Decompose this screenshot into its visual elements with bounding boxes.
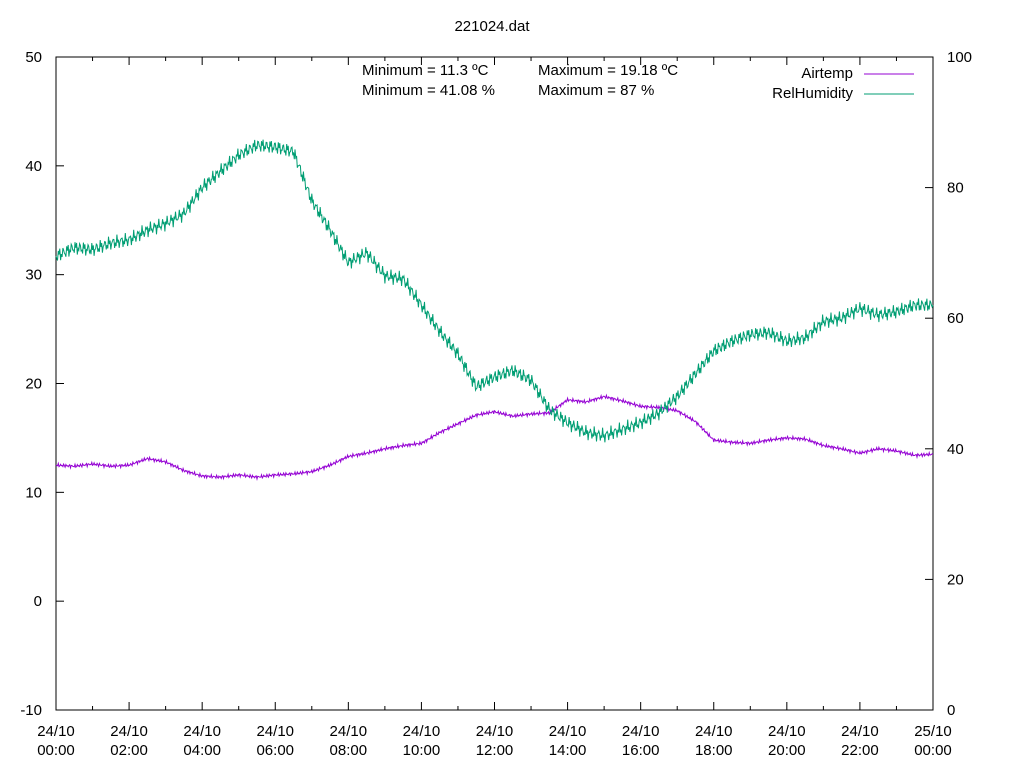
left-tick-label: -10 [20, 702, 42, 719]
left-tick-label: 40 [25, 158, 42, 175]
left-tick-label: 0 [34, 593, 42, 610]
chart-title: 221024.dat [454, 18, 530, 35]
x-tick-label: 24/10 20:00 [768, 723, 806, 759]
plot-frame [55, 56, 934, 711]
right-tick-label: 20 [947, 571, 964, 588]
legend-label-relhumidity: RelHumidity [772, 85, 853, 102]
x-tick-label: 24/10 06:00 [256, 723, 294, 759]
airtemp-maximum: Maximum = 19.18 ºC [538, 62, 678, 79]
x-tick-label: 25/10 00:00 [914, 723, 952, 759]
legend: Airtemp RelHumidity [772, 65, 914, 102]
x-tick-label: 24/10 12:00 [476, 723, 514, 759]
stats-annotations: Minimum = 11.3 ºC Maximum = 19.18 ºC Min… [362, 62, 678, 99]
right-tick-label: 0 [947, 702, 955, 719]
right-tick-label: 60 [947, 310, 964, 327]
x-tick-label: 24/10 02:00 [110, 723, 148, 759]
right-tick-label: 80 [947, 180, 964, 197]
x-tick-label: 24/10 04:00 [183, 723, 221, 759]
series-line-relhumidity [55, 139, 934, 443]
humidity-maximum: Maximum = 87 % [538, 82, 654, 99]
x-tick-label: 24/10 00:00 [37, 723, 75, 759]
series-lines [55, 139, 934, 481]
legend-label-airtemp: Airtemp [801, 65, 853, 82]
right-y-axis: 0 20 40 60 80 100 [947, 49, 972, 719]
x-tick-label: 24/10 16:00 [622, 723, 660, 759]
right-tick-label: 40 [947, 441, 964, 458]
left-tick-label: 20 [25, 376, 42, 393]
left-tick-label: 10 [25, 484, 42, 501]
right-tick-label: 100 [947, 49, 972, 66]
x-tick-label: 24/10 14:00 [549, 723, 587, 759]
left-y-axis: -10 0 10 20 30 40 50 [20, 49, 42, 719]
series-line-airtemp [55, 393, 934, 481]
left-tick-label: 50 [25, 49, 42, 66]
axis-ticks [55, 56, 934, 711]
x-tick-label: 24/10 18:00 [695, 723, 733, 759]
humidity-minimum: Minimum = 41.08 % [362, 82, 495, 99]
x-axis: 24/10 00:00 24/10 02:00 24/10 04:00 24/10 06:00… [37, 723, 952, 759]
x-tick-label: 24/10 22:00 [841, 723, 879, 759]
x-tick-label: 24/10 10:00 [403, 723, 441, 759]
x-tick-label: 24/10 08:00 [330, 723, 368, 759]
airtemp-minimum: Minimum = 11.3 ºC [362, 62, 489, 79]
left-tick-label: 30 [25, 267, 42, 284]
